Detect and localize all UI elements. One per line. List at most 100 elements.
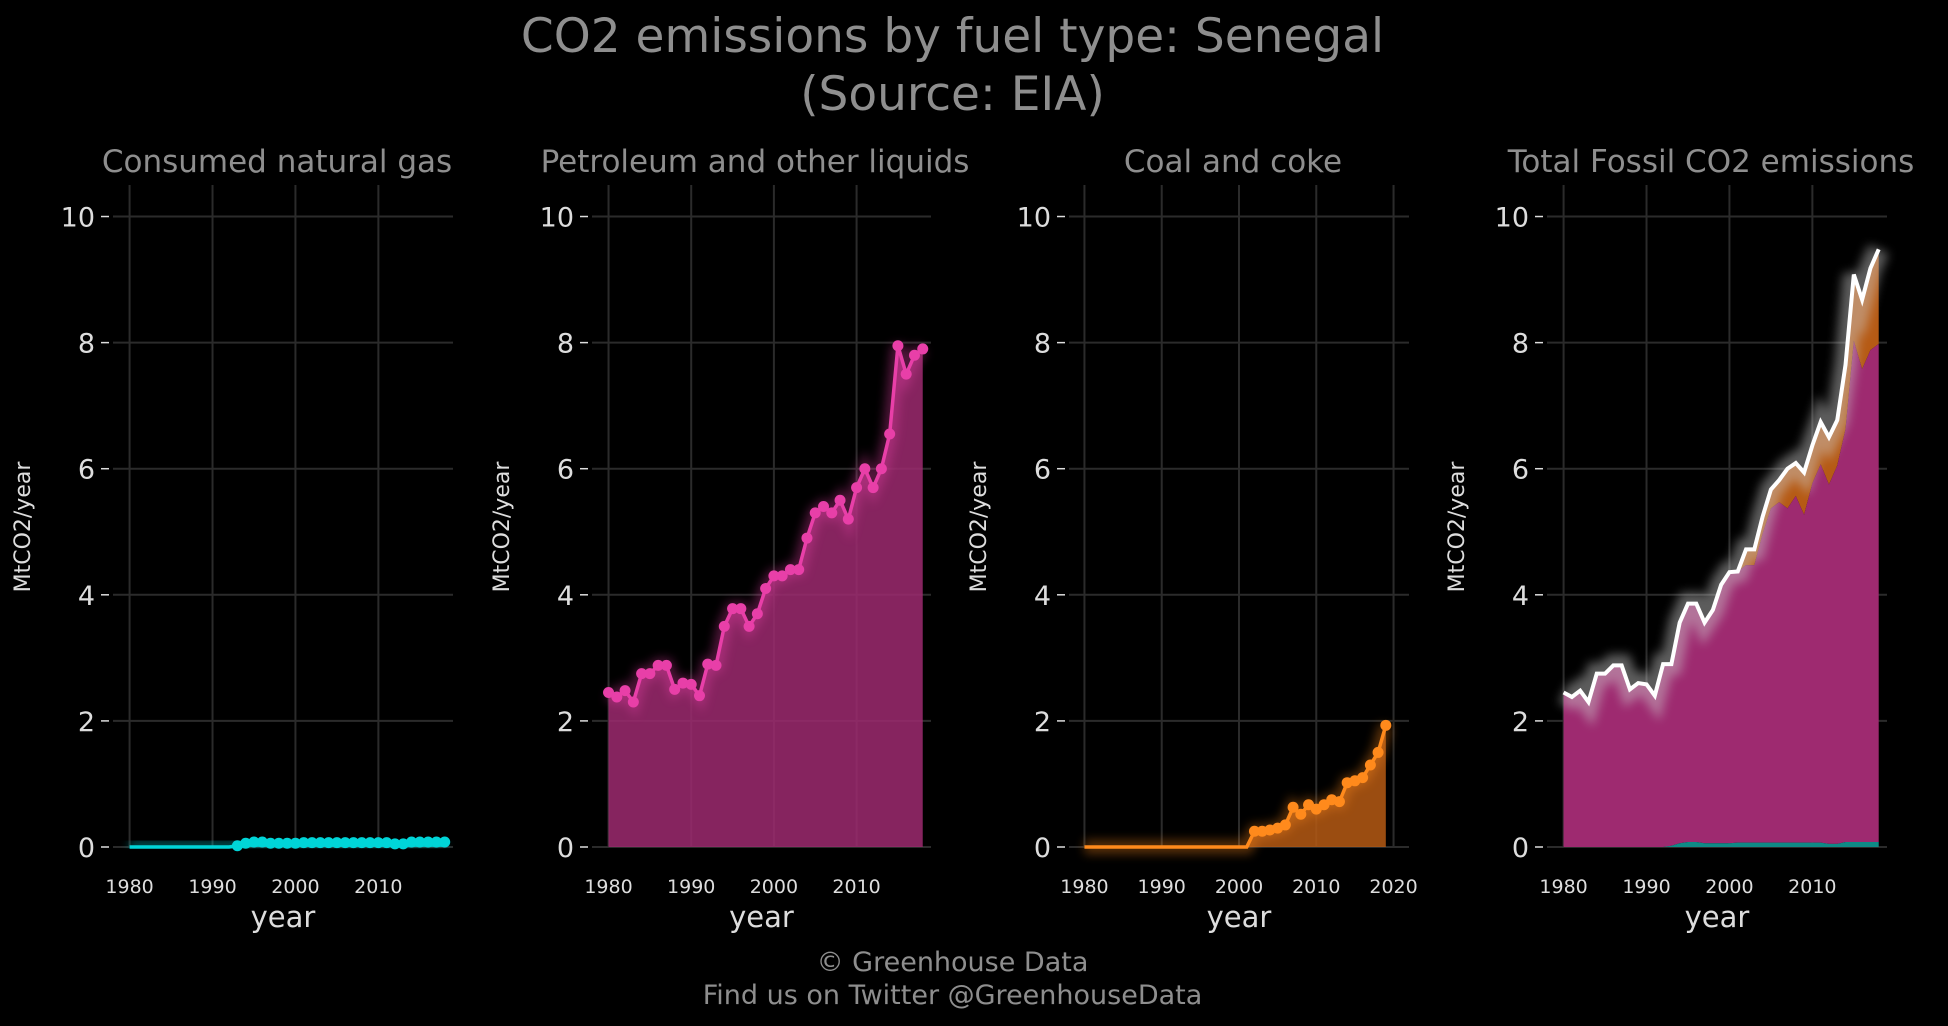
data-point: [884, 428, 896, 440]
y-axis-label: MtCO2/year: [490, 461, 515, 593]
data-point: [718, 620, 730, 632]
data-point: [669, 683, 681, 695]
x-tick-label: 1980: [1539, 876, 1587, 898]
stack-area-gas: [1563, 841, 1879, 847]
data-point: [339, 837, 351, 849]
data-point: [406, 836, 418, 848]
data-point: [793, 564, 805, 576]
data-point: [627, 696, 639, 708]
data-point: [685, 678, 697, 690]
y-tick-label: 2: [78, 707, 95, 738]
series-area: [1084, 725, 1386, 847]
y-tick-label: 0: [78, 833, 95, 864]
total-line: [1562, 248, 1881, 707]
panel-title: Total Fossil CO2 emissions: [1507, 144, 1915, 180]
panel-1: 0 2 4 6 8 10 1980 1990 2000 2010 Consumed natural …: [11, 144, 453, 934]
y-axis-label: MtCO2/year: [11, 461, 36, 593]
x-tick-label: 1990: [1622, 876, 1670, 898]
y-tick-label: 4: [557, 581, 574, 612]
data-point: [422, 836, 434, 848]
y-tick-label: 4: [1034, 581, 1051, 612]
panel-title: Coal and coke: [1124, 144, 1342, 180]
data-point: [306, 837, 318, 849]
data-point: [298, 837, 310, 849]
y-tick-label: 6: [1512, 455, 1529, 486]
y-tick-label: 8: [557, 329, 574, 360]
x-axis-label: year: [251, 900, 316, 934]
x-tick-label: 2000: [750, 876, 798, 898]
y-tick-label: 4: [1512, 581, 1529, 612]
x-tick-label: 1990: [667, 876, 715, 898]
data-point: [1287, 801, 1299, 813]
data-point: [430, 836, 442, 848]
x-tick-label: 2020: [1369, 876, 1417, 898]
y-tick-label: 8: [1034, 329, 1051, 360]
data-point: [256, 836, 268, 848]
y-tick-label: 10: [540, 203, 574, 234]
data-point: [414, 836, 426, 848]
data-point: [1279, 819, 1291, 831]
data-point: [834, 494, 846, 506]
data-point: [875, 463, 887, 475]
data-point: [751, 608, 763, 620]
data-point: [710, 659, 722, 671]
data-point: [735, 603, 747, 615]
y-tick-label: 10: [1495, 203, 1529, 234]
panel-2: 0 2 4 6 8 10 1980 1990 2000 2010 Petroleum and oth…: [490, 144, 969, 934]
x-tick-label: 2010: [354, 876, 402, 898]
panel-title: Petroleum and other liquids: [541, 144, 970, 180]
data-point: [818, 501, 830, 513]
data-point: [760, 583, 772, 595]
data-point: [652, 659, 664, 671]
data-point: [331, 837, 343, 849]
data-point: [1333, 796, 1345, 808]
y-axis-label: MtCO2/year: [1445, 461, 1470, 593]
panel-3: 0 2 4 6 8 10 1980 1990 2000 2010 2020 Coal and coke…: [967, 144, 1418, 934]
data-point: [611, 691, 623, 703]
data-point: [801, 532, 813, 544]
data-point: [1364, 759, 1376, 771]
data-point: [908, 349, 920, 361]
stack-area-coal: [1563, 249, 1879, 702]
data-point: [768, 570, 780, 582]
y-tick-label: 0: [1034, 833, 1051, 864]
data-point: [273, 837, 285, 849]
data-point: [867, 482, 879, 494]
data-point: [240, 837, 252, 849]
y-tick-label: 10: [1017, 203, 1051, 234]
data-point: [900, 368, 912, 380]
y-tick-label: 2: [557, 707, 574, 738]
y-tick-label: 6: [557, 455, 574, 486]
panel-4: 0 2 4 6 8 10 1980 1990 2000 2010 Total Fossil CO2 …: [1445, 144, 1914, 934]
data-point: [727, 603, 739, 615]
data-point: [281, 837, 293, 849]
data-point: [851, 482, 863, 494]
y-tick-label: 10: [61, 203, 95, 234]
data-point: [1380, 719, 1392, 731]
data-point: [389, 838, 401, 850]
data-point: [314, 837, 326, 849]
y-tick-label: 8: [78, 329, 95, 360]
x-tick-label: 1990: [188, 876, 236, 898]
data-point: [693, 690, 705, 702]
x-tick-label: 2000: [1705, 876, 1753, 898]
data-point: [1357, 772, 1369, 784]
x-tick-label: 1990: [1138, 876, 1186, 898]
chart-title: CO2 emissions by fuel type: Senegal: [520, 9, 1385, 64]
x-axis-label: year: [1207, 900, 1272, 934]
y-tick-label: 4: [78, 581, 95, 612]
data-point: [397, 838, 409, 850]
data-point: [356, 837, 368, 849]
data-point: [323, 837, 335, 849]
data-point: [809, 507, 821, 519]
y-tick-label: 0: [1512, 833, 1529, 864]
x-tick-label: 1980: [1060, 876, 1108, 898]
x-tick-label: 2010: [832, 876, 880, 898]
data-point: [917, 343, 929, 355]
y-tick-label: 0: [557, 833, 574, 864]
data-point: [372, 837, 384, 849]
y-tick-label: 8: [1512, 329, 1529, 360]
data-point: [248, 836, 260, 848]
data-point: [364, 837, 376, 849]
